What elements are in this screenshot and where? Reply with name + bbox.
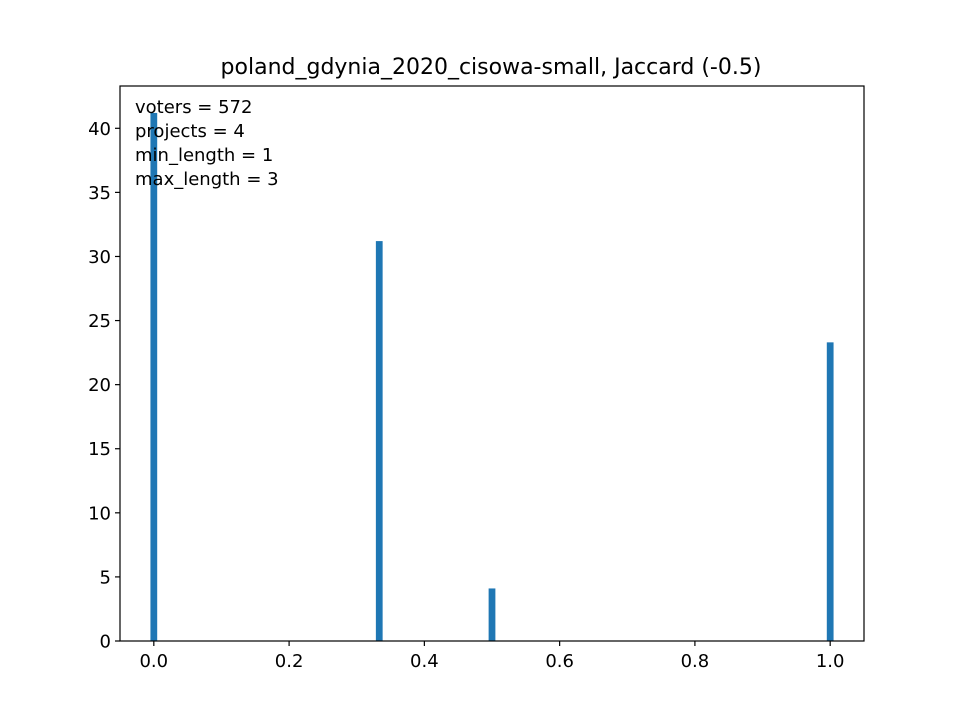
y-tick-label: 0 <box>100 632 111 653</box>
x-tick-label: 0.4 <box>410 651 439 672</box>
bar <box>826 342 834 641</box>
x-tick-label: 0.2 <box>275 651 304 672</box>
bar <box>150 112 158 641</box>
annotation-box: voters = 572 projects = 4 min_length = 1 ma… <box>135 97 279 190</box>
bar <box>375 241 383 641</box>
annotation-line: min_length = 1 <box>135 145 273 166</box>
bar <box>488 588 496 641</box>
y-tick-label: 15 <box>88 439 111 460</box>
annotation-line: max_length = 3 <box>135 169 279 190</box>
y-tick-label: 5 <box>100 567 111 588</box>
annotation-line: projects = 4 <box>135 121 245 142</box>
y-tick-label: 30 <box>88 247 111 268</box>
y-tick-label: 25 <box>88 311 111 332</box>
x-tick-label: 0.8 <box>681 651 710 672</box>
x-tick-label: 0.0 <box>139 651 168 672</box>
y-tick-label: 35 <box>88 183 111 204</box>
chart-title: poland_gdynia_2020_cisowa-small, Jaccard… <box>221 55 762 80</box>
y-tick-label: 40 <box>88 119 111 140</box>
x-tick-label: 0.6 <box>545 651 574 672</box>
y-tick-label: 10 <box>88 503 111 524</box>
y-tick-label: 20 <box>88 375 111 396</box>
annotation-line: voters = 572 <box>135 97 252 118</box>
y-axis: 0 5 10 15 20 25 30 35 40 <box>88 119 120 653</box>
bars-group <box>150 112 834 641</box>
plot-frame <box>119 85 865 642</box>
x-axis: 0.0 0.2 0.4 0.6 0.8 1.0 <box>139 641 845 672</box>
x-tick-label: 1.0 <box>816 651 845 672</box>
